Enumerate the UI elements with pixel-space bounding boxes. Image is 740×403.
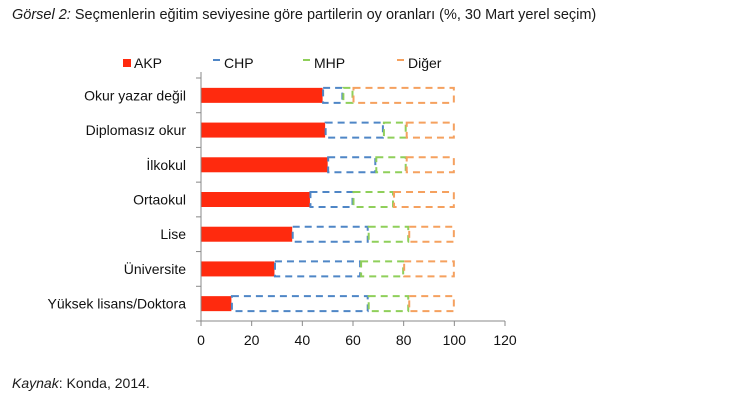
bar-diger-diplomasiz-okur bbox=[405, 121, 455, 139]
legend-label-mhp: MHP bbox=[314, 55, 345, 71]
category-label-diplomasiz-okur: Diplomasız okur bbox=[86, 122, 187, 138]
bar-chp-ortaokul bbox=[309, 191, 354, 208]
bar-mhp-universite bbox=[360, 260, 405, 278]
bar-akp-universite bbox=[201, 261, 275, 277]
figure-caption: Görsel 2: Seçmenlerin eğitim seviyesine … bbox=[12, 7, 596, 23]
bar-akp-lise bbox=[201, 226, 293, 242]
bar-mhp-okur-yazar-degil bbox=[342, 86, 354, 104]
legend-label-akp: AKP bbox=[134, 55, 162, 71]
bar-diger-yuksek-lisans-doktora bbox=[408, 295, 455, 313]
caption-text: Seçmenlerin eğitim seviyesine göre parti… bbox=[70, 7, 597, 23]
bar-mhp-yuksek-lisans-doktora bbox=[367, 295, 410, 313]
category-label-yuksek-lisans-doktora: Yüksek lisans/Doktora bbox=[47, 296, 186, 312]
x-tick-label-120: 120 bbox=[493, 332, 517, 348]
bar-diger-ortaokul bbox=[393, 191, 455, 208]
bar-chp-yuksek-lisans-doktora bbox=[230, 295, 369, 313]
bar-chp-diplomasiz-okur bbox=[324, 121, 384, 139]
legend-swatch-akp bbox=[123, 59, 131, 67]
category-label-ilkokul: İlkokul bbox=[146, 156, 186, 173]
bar-mhp-diplomasiz-okur bbox=[382, 121, 407, 139]
bar-diger-ilkokul bbox=[405, 156, 455, 174]
category-label-ortaokul: Ortaokul bbox=[133, 192, 186, 208]
category-label-okur-yazar-degil: Okur yazar değil bbox=[84, 87, 186, 103]
x-tick-label-60: 60 bbox=[345, 332, 361, 348]
bar-chp-ilkokul bbox=[327, 156, 377, 174]
bar-mhp-ilkokul bbox=[375, 156, 407, 174]
bar-akp-diplomasiz-okur bbox=[201, 122, 326, 138]
bar-akp-ilkokul bbox=[201, 157, 328, 173]
bar-akp-ortaokul bbox=[201, 192, 310, 207]
bar-mhp-lise bbox=[367, 225, 410, 243]
bar-diger-universite bbox=[403, 260, 455, 278]
bar-akp-yuksek-lisans-doktora bbox=[201, 296, 232, 312]
bar-diger-lise bbox=[408, 225, 455, 243]
source-text: : Konda, 2014. bbox=[58, 375, 150, 391]
x-tick-label-0: 0 bbox=[197, 332, 205, 348]
bar-akp-okur-yazar-degil bbox=[201, 87, 323, 103]
bar-chp-universite bbox=[273, 260, 362, 278]
source-label: Kaynak bbox=[12, 375, 59, 391]
legend-label-diger: Diğer bbox=[408, 55, 442, 71]
category-label-lise: Lise bbox=[160, 226, 186, 242]
bar-diger-okur-yazar-degil bbox=[352, 86, 455, 104]
caption-label: Görsel 2: bbox=[12, 7, 71, 23]
bar-mhp-ortaokul bbox=[352, 191, 395, 208]
x-tick-label-100: 100 bbox=[443, 332, 467, 348]
x-tick-label-40: 40 bbox=[295, 332, 311, 348]
source-note: Kaynak: Konda, 2014. bbox=[12, 375, 150, 391]
x-tick-label-20: 20 bbox=[244, 332, 260, 348]
x-tick-label-80: 80 bbox=[396, 332, 412, 348]
legend-label-chp: CHP bbox=[224, 55, 254, 71]
category-label-universite: Üniversite bbox=[124, 260, 186, 277]
bar-chp-okur-yazar-degil bbox=[322, 86, 344, 104]
bar-chp-lise bbox=[291, 225, 369, 243]
